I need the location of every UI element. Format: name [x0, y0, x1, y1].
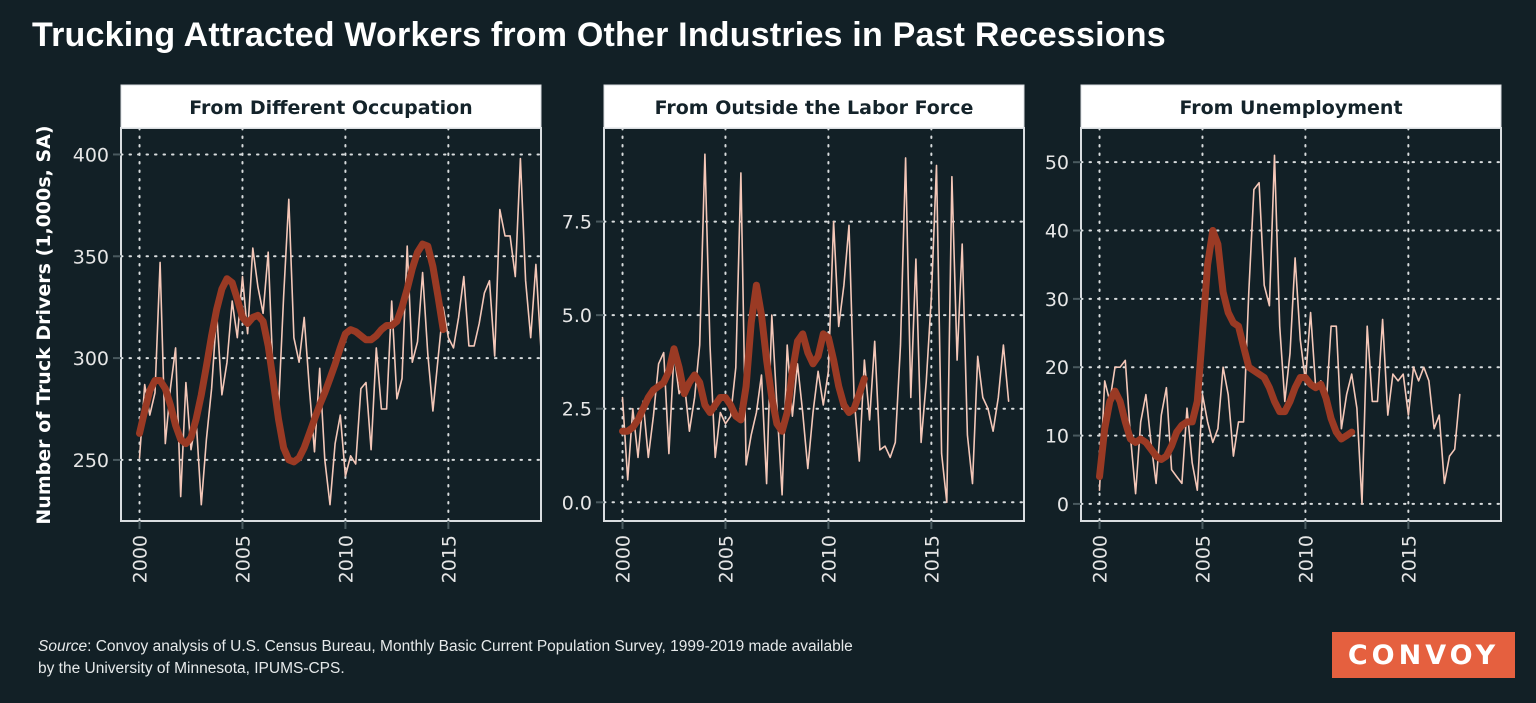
trend-line [1096, 227, 1356, 481]
panel-unemployment: From Unemployment 0 10 20 30 40 50 2000 2005 2010… [1045, 84, 1502, 583]
x-tick-label: 2005 [715, 535, 737, 583]
y-axis-label: Number of Truck Drivers (1,000s, SA) [33, 125, 55, 524]
x-tick-label: 2015 [921, 535, 943, 583]
logo-text: CONVOY [1347, 639, 1500, 671]
panel-title: From Different Occupation [189, 97, 472, 119]
x-tick-label: 2005 [1192, 535, 1214, 583]
y-tick-label: 40 [1045, 221, 1069, 243]
trend-line [619, 281, 868, 435]
y-tick-label: 5.0 [562, 305, 592, 327]
y-tick-label: 300 [73, 348, 109, 370]
panel-title: From Unemployment [1179, 97, 1402, 119]
x-tick-label: 2000 [130, 535, 152, 583]
y-tick-label: 20 [1045, 357, 1069, 379]
source-text-line2: by the University of Minnesota, IPUMS-CP… [38, 660, 345, 677]
chart-title: Trucking Attracted Workers from Other In… [32, 16, 1166, 54]
quarterly-line [621, 153, 1010, 504]
y-tick-label: 350 [73, 246, 109, 268]
panel-different-occupation: From Different Occupation 250 300 350 400 200… [73, 84, 542, 583]
y-tick-label: 0.0 [562, 492, 592, 514]
source-note: Source: Convoy analysis of U.S. Census B… [38, 636, 1038, 680]
x-tick-label: 2010 [1295, 535, 1317, 583]
convoy-logo: CONVOY [1332, 632, 1515, 678]
quarterly-line [138, 157, 542, 506]
plot-background [604, 128, 1024, 521]
x-tick-label: 2015 [438, 535, 460, 583]
panel-strip [603, 84, 1025, 129]
y-tick-label: 30 [1045, 289, 1069, 311]
y-tick-label: 10 [1045, 426, 1069, 448]
panel-outside-labor-force: From Outside the Labor Force 0.0 2.5 5.0 7.5… [562, 84, 1025, 583]
y-axis-label-group: Number of Truck Drivers (1,000s, SA) [33, 125, 55, 524]
y-tick-label: 0 [1057, 494, 1069, 516]
y-tick-label: 250 [73, 450, 109, 472]
trend-line [136, 240, 447, 466]
x-tick-label: 2010 [335, 535, 357, 583]
x-tick-label: 2000 [1090, 535, 1112, 583]
plot-background [121, 128, 541, 521]
x-tick-label: 2010 [818, 535, 840, 583]
x-tick-label: 2015 [1398, 535, 1420, 583]
panel-strip [1080, 84, 1502, 129]
panel-strip [120, 84, 542, 129]
source-text: : Convoy analysis of U.S. Census Bureau,… [87, 638, 853, 655]
x-tick-label: 2000 [613, 535, 635, 583]
y-tick-label: 400 [73, 144, 109, 166]
quarterly-line [1098, 154, 1461, 505]
y-tick-label: 7.5 [562, 212, 592, 234]
source-label: Source [38, 638, 88, 655]
y-tick-label: 2.5 [562, 399, 592, 421]
y-tick-label: 50 [1045, 152, 1069, 174]
x-tick-label: 2005 [232, 535, 254, 583]
panel-title: From Outside the Labor Force [655, 97, 974, 119]
